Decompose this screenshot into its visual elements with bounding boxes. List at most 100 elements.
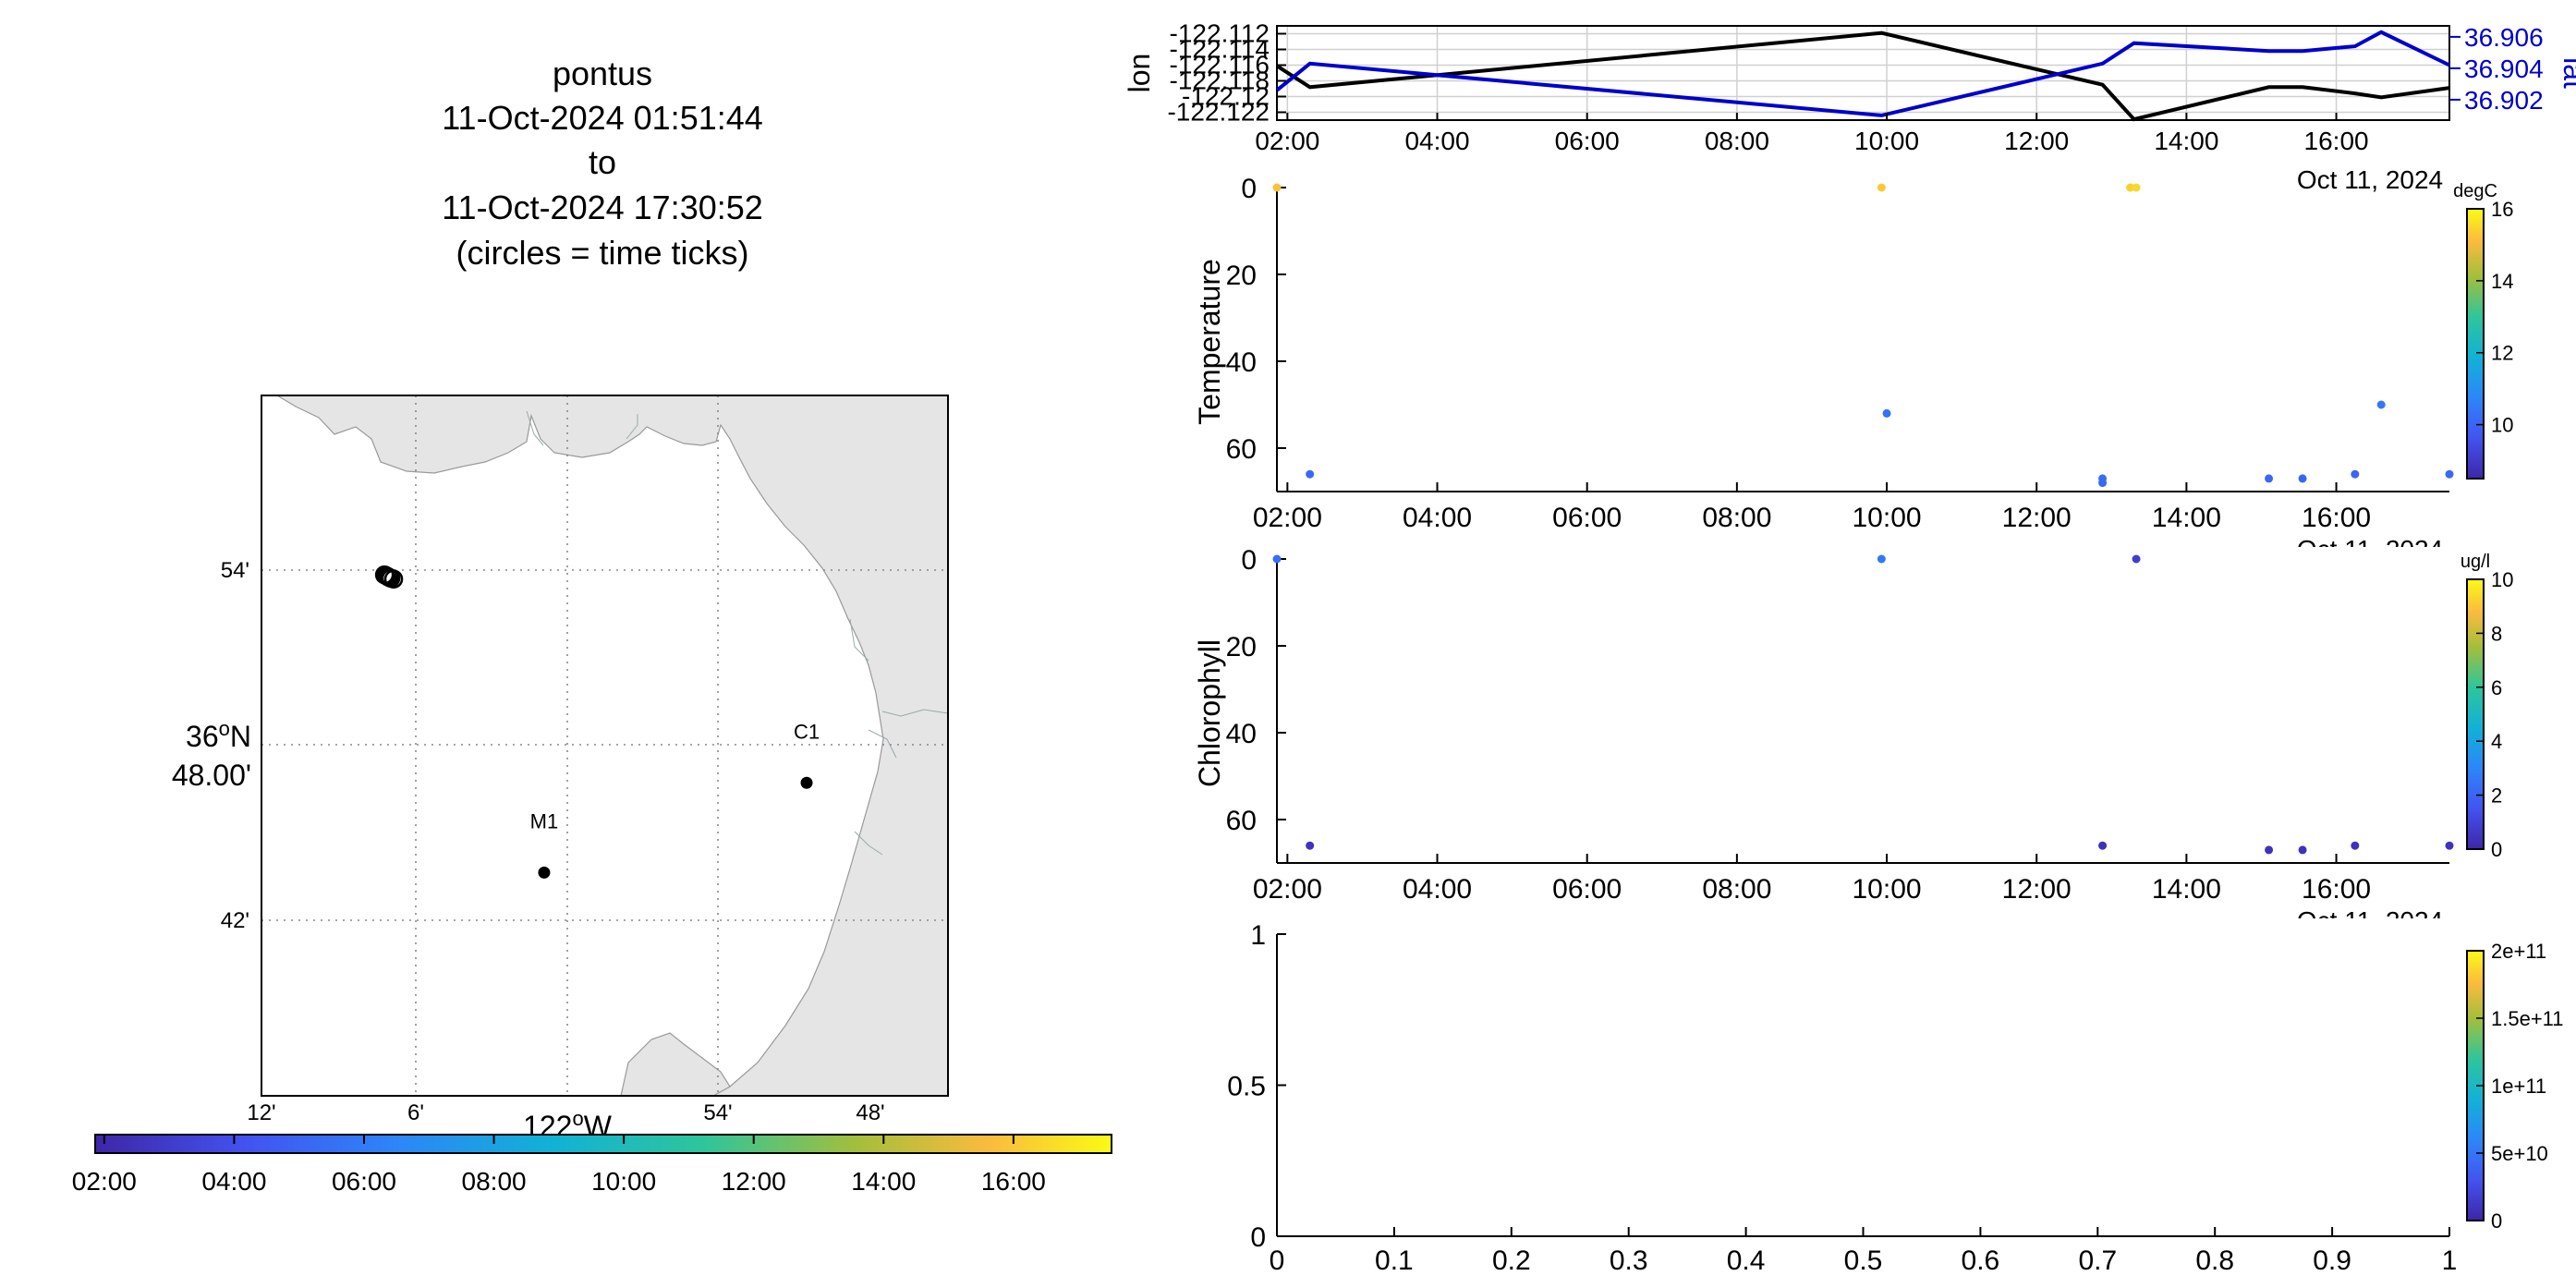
- temperature_panel-x-tick-label: 14:00: [2152, 503, 2221, 533]
- chlorophyll_panel-x-tick-label: 10:00: [1853, 874, 1922, 905]
- chlorophyll-colorbar-unit: ug/l: [2461, 552, 2490, 572]
- station-label: M1: [530, 809, 559, 832]
- temperature_panel-x-tick-label: 04:00: [1403, 503, 1472, 533]
- temperature-colorbar-unit: degC: [2453, 181, 2497, 201]
- chlorophyll_panel-cbar-tick-label: 0: [2491, 838, 2502, 861]
- track-circle: [383, 569, 404, 589]
- temperature_panel-cbar-tick-label: 12: [2491, 342, 2513, 365]
- temperature_panel-data-point: [2351, 469, 2360, 479]
- empty-cbar-tick-label: 1e+11: [2491, 1075, 2546, 1098]
- chlorophyll_panel-cbar-tick-label: 10: [2491, 568, 2513, 591]
- lon-tick-48: 48': [856, 1100, 884, 1125]
- temperature_panel-data-point: [1272, 183, 1282, 192]
- temperature-panel: 0 20 40 60 02:00 04:00 06:00 08:00 10:00 12:00 14:…: [1193, 174, 2513, 547]
- lonlat-ticks: -122.112-122.114-122.116-122.118-122.12-…: [1167, 19, 2543, 156]
- time-colorbar: [94, 1134, 1112, 1154]
- empty-x-tick-label: 0.6: [1962, 1245, 2000, 1276]
- temperature-axes: 0 20 40 60 02:00 04:00 06:00 08:00 10:00 12:00 14:…: [1226, 174, 2449, 547]
- series-line-lon: [1275, 30, 2450, 122]
- chlorophyll-axis-label: Chlorophyll: [1193, 639, 1226, 787]
- chlorophyll_panel-data-point: [2298, 845, 2307, 855]
- temperature_panel-data-point: [2132, 183, 2141, 192]
- map-panel: 54' 42' 12' 6' 54' 48' 36oN 48.00' 122oW…: [72, 395, 1112, 1196]
- temperature_panel-cbar-tick-label: 16: [2491, 198, 2513, 221]
- title-line-4: 11-Oct-2024 17:30:52: [442, 188, 763, 226]
- lat-center-minutes: 48.00': [172, 759, 251, 792]
- chlorophyll_panel-data-point: [2098, 841, 2108, 850]
- chlorophyll_panel-data-point: [2132, 554, 2141, 564]
- title-line-3: to: [589, 143, 616, 181]
- chlorophyll-points: [1272, 554, 2454, 855]
- temperature_panel-data-point: [2098, 479, 2108, 488]
- temperature_panel-x-tick-label: 06:00: [1552, 503, 1622, 533]
- lat-center-label: 36oN: [186, 717, 251, 753]
- chlorophyll_panel-data-point: [2445, 841, 2454, 850]
- lon-tick-label: -122.12: [1182, 82, 1270, 111]
- lon-tick-6: 6': [407, 1100, 424, 1125]
- lon-tick-label: -122.118: [1170, 67, 1270, 95]
- temperature_panel-y-tick-label: 0: [1241, 174, 1257, 204]
- temperature_panel-y-tick-label: 40: [1226, 347, 1257, 378]
- chlorophyll_panel-data-point: [2351, 841, 2360, 850]
- temperature_panel-y-tick-label: 20: [1226, 261, 1257, 291]
- empty-cbar-tick-label: 0: [2491, 1209, 2502, 1233]
- lonlat-x-tick-label: 12:00: [2004, 127, 2069, 155]
- map-tick-labels: 54' 42' 12' 6' 54' 48': [221, 558, 885, 1125]
- station-marker: [800, 776, 813, 789]
- lon-tick-label: -122.114: [1170, 35, 1270, 64]
- chlorophyll_panel-y-tick-label: 40: [1226, 719, 1257, 749]
- lon-tick-12: 12': [247, 1100, 275, 1125]
- empty-y-tick-label: 0: [1250, 1222, 1266, 1253]
- lon-axis-label: lon: [1123, 54, 1156, 93]
- lonlat-lines: [1275, 30, 2450, 122]
- chlorophyll_panel-y-tick-label: 0: [1241, 545, 1257, 576]
- lat-tick-label: 36.906: [2464, 23, 2544, 52]
- time-colorbar-ticks: 02:00 04:00 06:00 08:00 10:00 12:00 14:00 16:00: [72, 1135, 1046, 1196]
- station-marker: [538, 866, 551, 879]
- map-land: [274, 395, 949, 1097]
- series-line-lat: [1275, 30, 2450, 117]
- chlorophyll_panel-y-tick-label: 20: [1226, 632, 1257, 662]
- chlorophyll_panel-cbar-tick-label: 8: [2491, 622, 2502, 645]
- lonlat-panel: -122.112-122.114-122.116-122.118-122.12-…: [1123, 19, 2576, 195]
- lat-tick-54: 54': [221, 558, 249, 583]
- temperature-colorbar-ticks: 16 14 12 10: [2476, 198, 2513, 437]
- lon-tick-label: -122.116: [1170, 51, 1270, 79]
- temperature_panel-data-point: [2376, 400, 2386, 409]
- lonlat-x-tick-label: 08:00: [1705, 127, 1769, 155]
- chlorophyll_panel-x-tick-label: 02:00: [1253, 874, 1322, 905]
- title-line-2: 11-Oct-2024 01:51:44: [442, 99, 763, 137]
- lon-tick-label: -122.122: [1167, 98, 1270, 127]
- station-label: C1: [794, 720, 820, 743]
- temperature_panel-data-point: [2265, 474, 2274, 483]
- temperature_panel-x-tick-label: 08:00: [1702, 503, 1771, 533]
- chlorophyll_panel-x-tick-label: 12:00: [2002, 874, 2072, 905]
- lonlat-x-tick-label: 16:00: [2304, 127, 2369, 155]
- empty-x-tick-label: 0: [1270, 1245, 1285, 1276]
- chlorophyll-axes: 0 20 40 60 02:00 04:00 06:00 08:00 10:00 12:00 14:…: [1226, 545, 2449, 918]
- lonlat-x-tick-label: 02:00: [1255, 127, 1319, 155]
- map-land-south: [620, 1032, 731, 1097]
- time-cbar-tick-label: 02:00: [72, 1167, 137, 1196]
- lonlat-x-tick-label: 04:00: [1404, 127, 1469, 155]
- empty-cbar-tick-label: 2e+11: [2491, 940, 2546, 963]
- lat-tick-42: 42': [221, 908, 249, 933]
- temperature_panel-x-tick-label: 10:00: [1853, 503, 1922, 533]
- temperature_panel-cbar-tick-label: 14: [2491, 270, 2513, 293]
- lat-axis-label: lat: [2558, 57, 2576, 89]
- plot-title: pontus 11-Oct-2024 01:51:44 to 11-Oct-20…: [442, 55, 763, 272]
- empty-x-tick-label: 0.8: [2195, 1245, 2234, 1276]
- empty-x-tick-label: 0.1: [1375, 1245, 1414, 1276]
- time-cbar-tick-label: 10:00: [591, 1167, 656, 1196]
- chlorophyll_panel-x-tick-label: 14:00: [2152, 874, 2221, 905]
- temperature-axis-label: Temperature: [1193, 259, 1226, 425]
- lon-tick-label: -122.112: [1170, 19, 1270, 48]
- lat-tick-label: 36.902: [2464, 86, 2544, 115]
- chlorophyll_panel-data-point: [1272, 554, 1282, 564]
- chlorophyll-colorbar: [2466, 578, 2485, 850]
- empty-x-tick-label: 0.4: [1727, 1245, 1766, 1276]
- time-cbar-tick-label: 08:00: [462, 1167, 527, 1196]
- empty-x-tick-label: 0.2: [1492, 1245, 1531, 1276]
- lonlat-x-tick-label: 10:00: [1854, 127, 1919, 155]
